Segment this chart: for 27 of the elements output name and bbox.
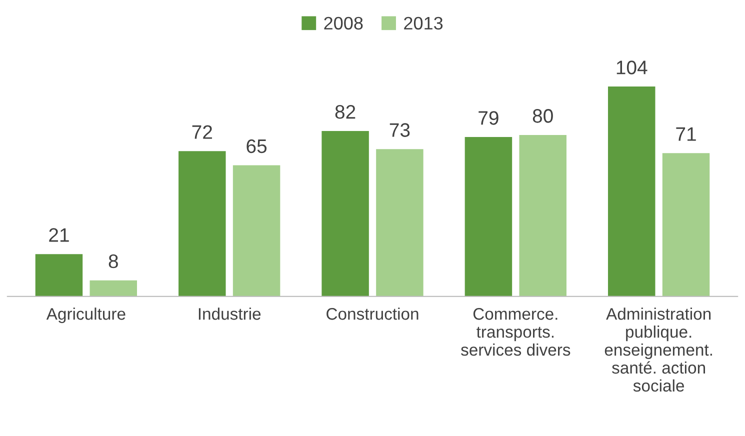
bar: [464, 137, 512, 296]
data-label: 80: [532, 109, 553, 123]
data-label: 79: [478, 111, 498, 125]
legend-label: 2013: [404, 16, 443, 30]
x-tick-label: Commerce. transports. services divers: [461, 308, 570, 356]
data-label: 72: [192, 125, 212, 139]
bar: [322, 130, 369, 296]
data-label: 104: [616, 60, 648, 74]
legend-label: 2008: [324, 16, 363, 30]
bar: [90, 280, 138, 296]
data-label: 21: [49, 228, 69, 242]
x-tick-label: Industrie: [198, 308, 261, 320]
bar: [608, 86, 656, 296]
x-tick-label: Construction: [326, 308, 418, 320]
x-tick-label: Agriculture: [46, 308, 126, 324]
bar: [178, 151, 226, 296]
bar: [35, 254, 83, 296]
bar: [519, 135, 566, 296]
bar: [232, 165, 280, 296]
data-label: 65: [246, 139, 267, 154]
x-tick-label: Administration publique. enseignement. santé. action sociale: [604, 308, 712, 392]
bar: [662, 153, 710, 296]
data-label: 8: [108, 254, 118, 268]
bar: [376, 149, 424, 296]
data-label: 82: [335, 105, 356, 119]
data-label: 73: [390, 123, 410, 137]
data-label: 71: [676, 127, 696, 141]
